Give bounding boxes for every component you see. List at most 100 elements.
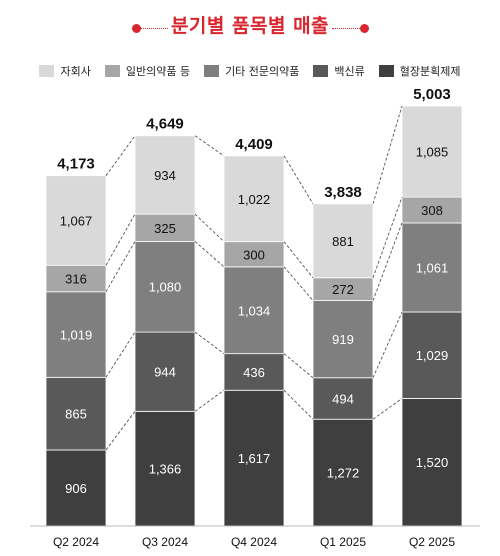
- segment-label: 1,029: [416, 348, 449, 363]
- title-decoration-dot-right: [360, 24, 369, 33]
- total-label: 4,649: [146, 116, 184, 133]
- bar-segment: [401, 105, 463, 198]
- legend-label: 혈장분획제제: [399, 65, 461, 78]
- bar-segment: [312, 418, 374, 527]
- legend-label: 백신류: [334, 65, 365, 78]
- segment-label: 308: [421, 203, 443, 218]
- legend-swatch: [39, 65, 55, 77]
- connector-line: [105, 331, 136, 378]
- x-tick-label: Q1 2025: [320, 535, 366, 549]
- segment-label: 300: [243, 247, 265, 262]
- segment-label: 1,080: [149, 280, 182, 295]
- bar-segment: [401, 222, 463, 313]
- segment-label: 1,617: [238, 451, 271, 466]
- legend: 자회사 일반의약품 등 기타 전문의약품 백신류 혈장분획제제: [0, 62, 500, 80]
- x-tick-label: Q2 2024: [53, 535, 99, 549]
- bar-segment: [401, 311, 463, 399]
- bar-segment: [312, 203, 374, 279]
- segment-label: 436: [243, 365, 265, 380]
- x-tick-label: Q2 2025: [409, 535, 455, 549]
- segment-label: 919: [332, 332, 354, 347]
- bar-segment: [223, 155, 285, 243]
- segment-label: 316: [65, 272, 87, 287]
- connector-line: [283, 389, 314, 420]
- legend-swatch: [313, 65, 329, 77]
- connector-line: [372, 105, 403, 204]
- connector-line: [194, 135, 225, 157]
- bar-segment: [223, 266, 285, 355]
- legend-swatch: [378, 65, 394, 77]
- segment-label: 1,272: [327, 466, 360, 481]
- title-decoration-line-left: [140, 28, 168, 29]
- bar-segment: [312, 377, 374, 420]
- title-row: 분기별 품목별 매출: [0, 8, 500, 42]
- connector-line: [372, 222, 403, 301]
- segment-label: 1,034: [238, 303, 271, 318]
- bar-segment: [312, 300, 374, 379]
- bar-segment: [45, 449, 107, 527]
- connector-line: [105, 411, 136, 451]
- connector-line: [194, 331, 225, 355]
- total-label: 3,838: [324, 184, 362, 201]
- connector-line: [105, 135, 136, 176]
- segment-label: 325: [154, 221, 176, 236]
- connector-line: [283, 353, 314, 379]
- connector-line: [372, 196, 403, 278]
- legend-item-1: 일반의약품 등: [104, 63, 191, 79]
- segment-label: 1,067: [60, 213, 93, 228]
- total-label: 4,409: [235, 136, 273, 153]
- connector-line: [372, 311, 403, 378]
- bar-segment: [401, 196, 463, 224]
- segment-label: 906: [65, 481, 87, 496]
- legend-item-4: 혈장분획제제: [378, 63, 461, 79]
- segment-label: 1,085: [416, 145, 449, 160]
- connector-line: [372, 398, 403, 420]
- connector-line: [194, 213, 225, 242]
- segment-label: 944: [154, 365, 176, 380]
- connector-line: [283, 266, 314, 301]
- x-tick-label: Q4 2024: [231, 535, 277, 549]
- legend-label: 일반의약품 등: [125, 65, 191, 78]
- legend-swatch: [204, 65, 220, 77]
- title-decoration-line-right: [332, 28, 360, 29]
- connector-line: [283, 155, 314, 205]
- title-decoration-dot-left: [132, 24, 141, 33]
- legend-label: 기타 전문의약품: [225, 65, 300, 78]
- connector-line: [194, 241, 225, 268]
- segment-label: 1,022: [238, 192, 271, 207]
- bar-segment: [223, 241, 285, 268]
- bar-segment: [134, 410, 196, 527]
- connector-line: [105, 213, 136, 266]
- bar-segment: [134, 241, 196, 333]
- segment-label: 865: [65, 407, 87, 422]
- segment-label: 1,061: [416, 260, 449, 275]
- bar-segment: [45, 291, 107, 378]
- legend-label: 자회사: [60, 65, 91, 78]
- bar-segment: [134, 213, 196, 242]
- connector-line: [105, 241, 136, 293]
- segment-label: 881: [332, 234, 354, 249]
- legend-swatch: [104, 65, 120, 77]
- segment-label: 1,019: [60, 328, 93, 343]
- bar-segment: [134, 135, 196, 215]
- segment-label: 272: [332, 282, 354, 297]
- total-label: 4,173: [57, 156, 95, 173]
- connector-line: [194, 389, 225, 412]
- legend-item-0: 자회사: [39, 63, 91, 79]
- segment-label: 1,520: [416, 455, 449, 470]
- segment-label: 934: [154, 168, 176, 183]
- bar-segment: [45, 175, 107, 266]
- bar-segment: [401, 397, 463, 527]
- total-label: 5,003: [413, 86, 451, 103]
- bar-segment: [134, 331, 196, 412]
- legend-item-2: 기타 전문의약품: [204, 63, 299, 79]
- chart-title: 분기별 품목별 매출: [170, 15, 330, 37]
- connector-line: [283, 241, 314, 279]
- bar-segment: [223, 389, 285, 527]
- segment-label: 494: [332, 391, 354, 406]
- segment-label: 1,366: [149, 462, 182, 477]
- bar-segment: [45, 376, 107, 451]
- legend-item-3: 백신류: [313, 63, 365, 79]
- x-tick-label: Q3 2024: [142, 535, 188, 549]
